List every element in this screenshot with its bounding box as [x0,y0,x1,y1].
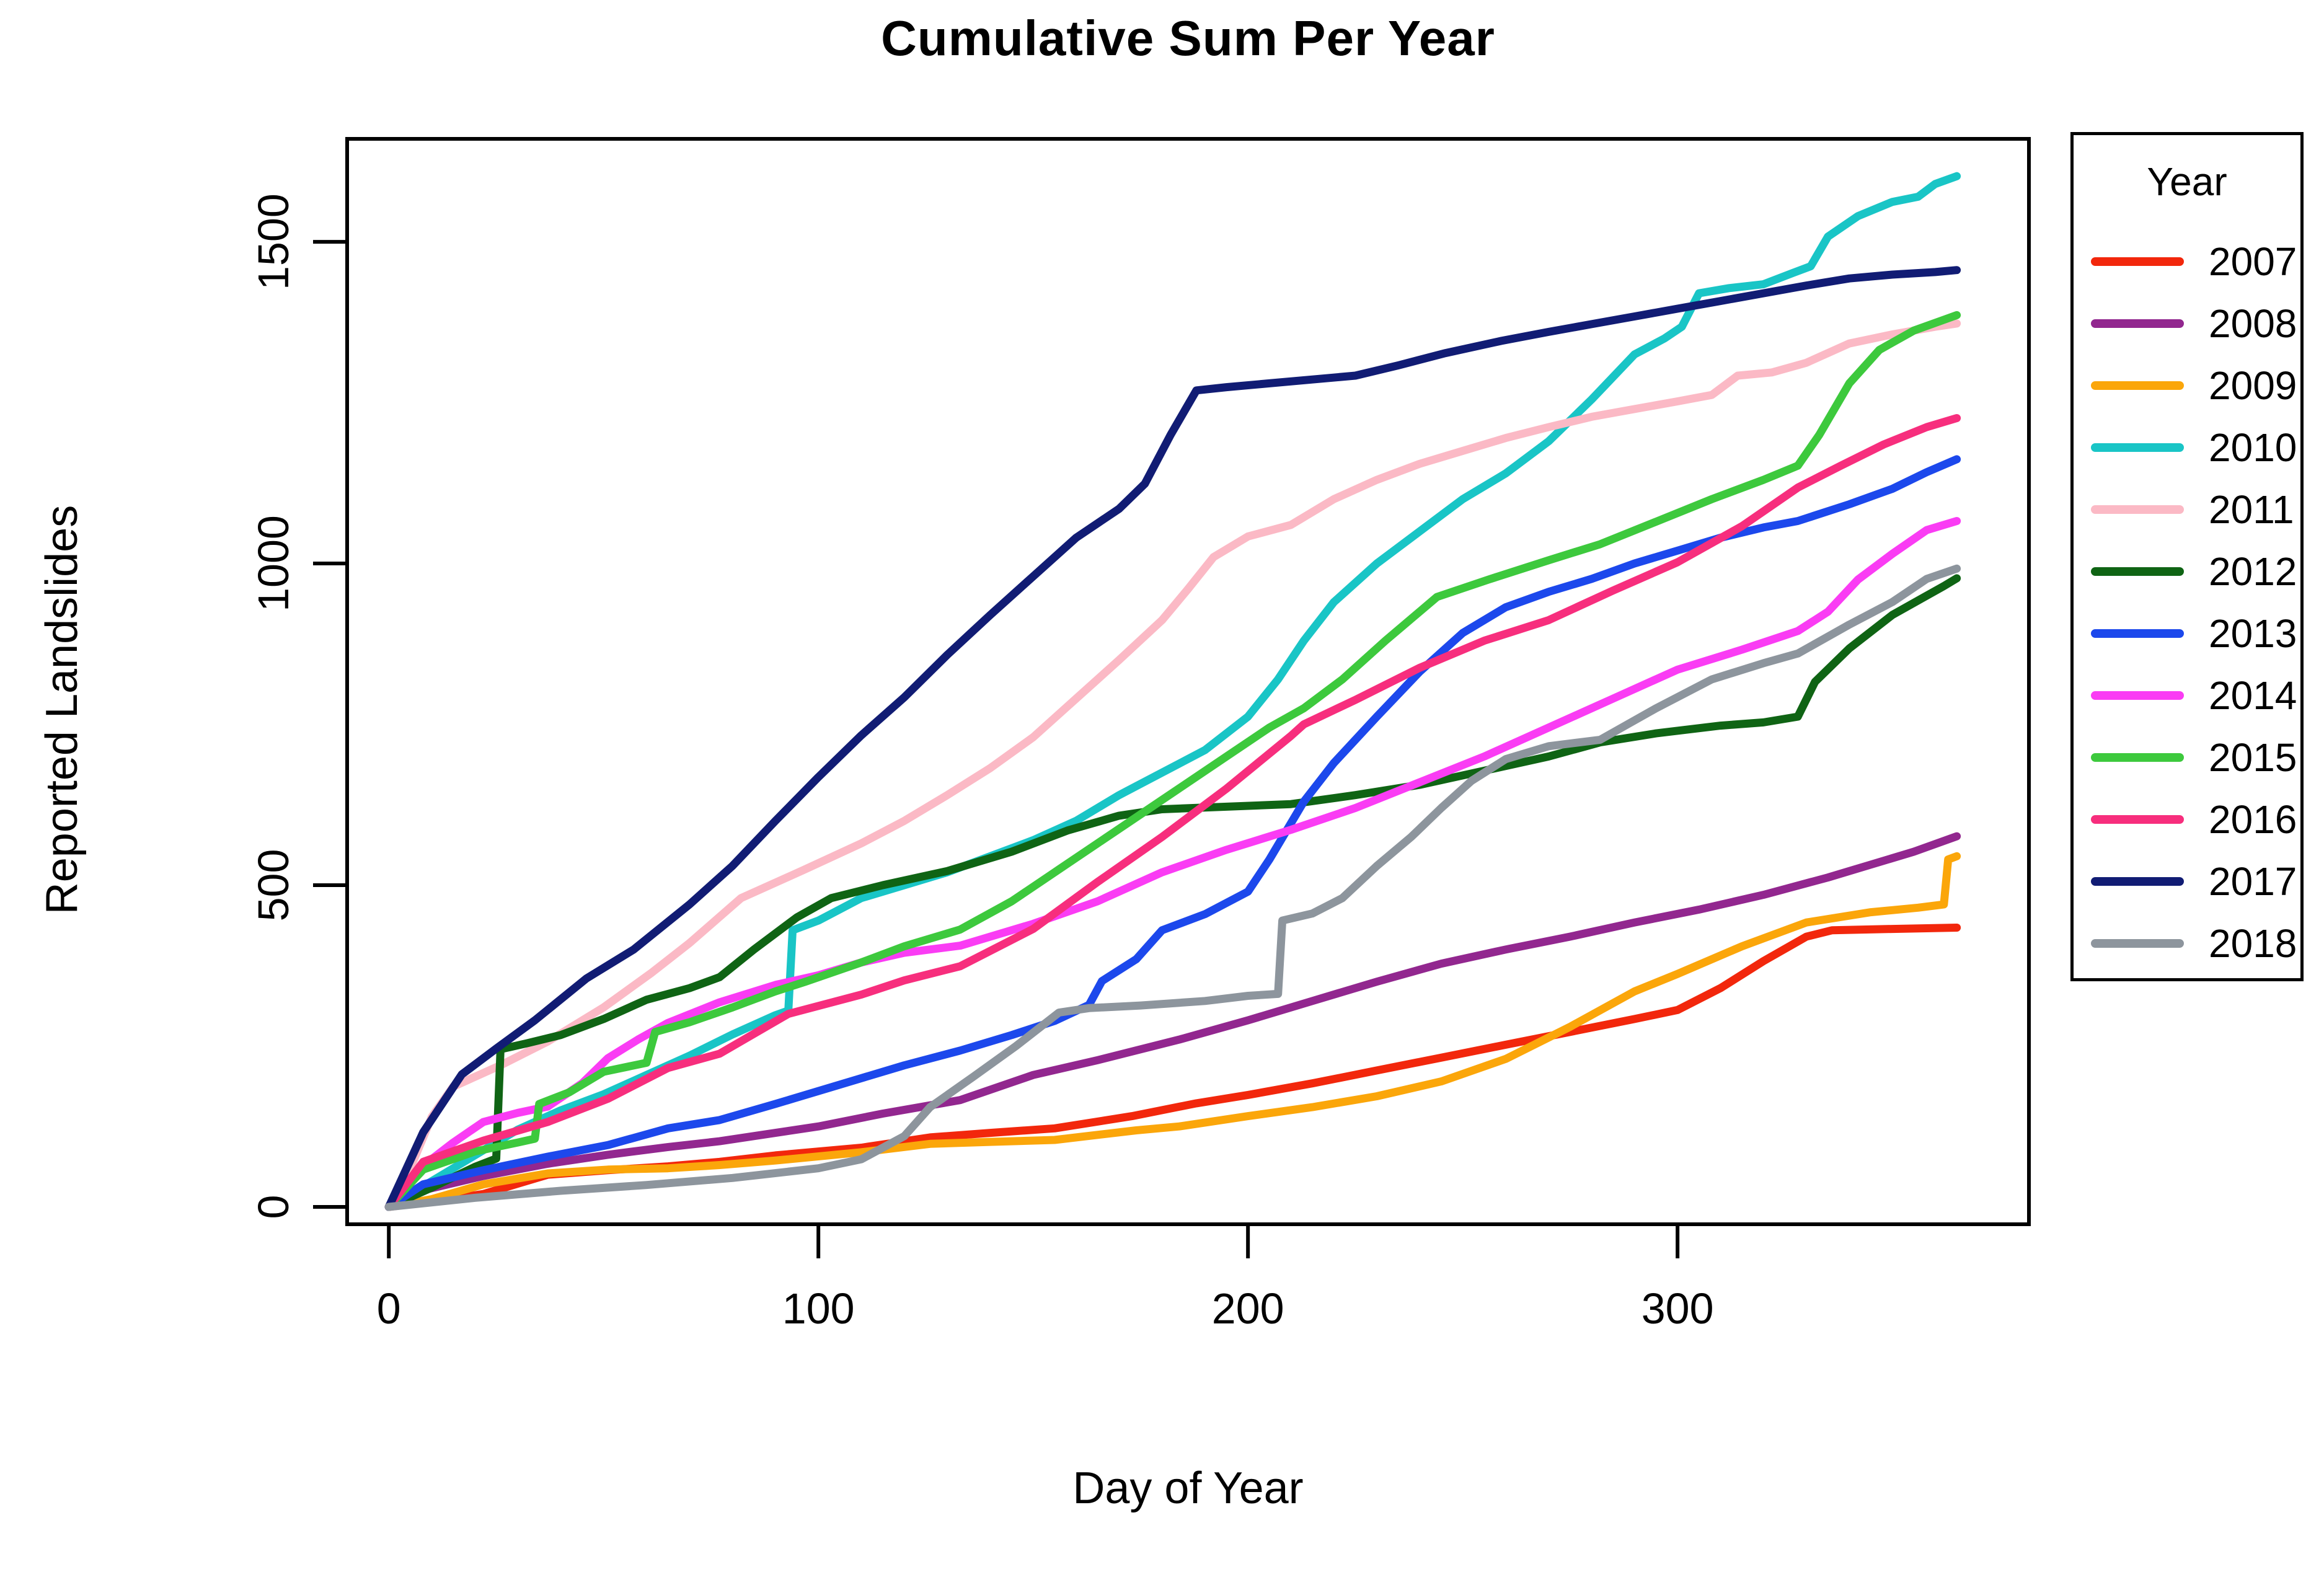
series-line-2009 [384,852,1961,1211]
y-tick-label: 0 [249,1195,298,1219]
series-line-2010 [384,172,1961,1211]
legend-item-label: 2009 [2209,363,2297,408]
y-tick-label: 1000 [249,515,298,612]
legend-swatch-2010 [2091,443,2184,452]
series-line-2016 [384,414,1961,1211]
legend-swatch-2016 [2091,815,2184,824]
legend-item-label: 2018 [2209,921,2297,966]
legend-item-2011: 2011 [2074,479,2300,541]
legend-swatch-2013 [2091,629,2184,638]
legend-items: 2007 2008 2009 2010 2011 2012 2013 2014 2015 2016… [2074,231,2300,974]
y-tick-label: 1500 [249,193,298,290]
legend-item-2007: 2007 [2074,231,2300,293]
legend-item-label: 2017 [2209,859,2297,904]
legend-item-label: 2008 [2209,301,2297,346]
y-tick-label: 500 [249,849,298,922]
legend-swatch-2014 [2091,691,2184,700]
legend-swatch-2012 [2091,567,2184,576]
legend-swatch-2011 [2091,505,2184,514]
series-line-2018 [384,564,1961,1211]
legend-item-2018: 2018 [2074,912,2300,974]
legend-item-label: 2015 [2209,735,2297,780]
legend-item-2009: 2009 [2074,355,2300,417]
legend-item-label: 2011 [2209,487,2294,532]
legend-box: Year 2007 2008 2009 2010 2011 2012 2013 2014 201… [2070,132,2304,981]
series-line-2008 [384,832,1961,1211]
x-tick-label: 200 [1212,1284,1284,1333]
legend-item-2015: 2015 [2074,726,2300,788]
series-line-2011 [384,319,1961,1211]
legend-item-label: 2014 [2209,673,2297,718]
legend-item-2013: 2013 [2074,603,2300,665]
legend-item-label: 2013 [2209,611,2297,656]
legend-item-2014: 2014 [2074,665,2300,726]
legend-item-label: 2007 [2209,239,2297,284]
plot-frame [345,137,2031,1226]
legend-item-2008: 2008 [2074,293,2300,355]
legend-swatch-2007 [2091,257,2184,266]
legend-swatch-2008 [2091,319,2184,328]
legend-swatch-2017 [2091,877,2184,886]
legend-swatch-2009 [2091,381,2184,390]
legend-swatch-2018 [2091,939,2184,948]
legend-item-label: 2010 [2209,425,2297,470]
series-line-2012 [384,574,1961,1211]
series-line-2017 [384,266,1961,1211]
legend-title: Year [2147,159,2227,204]
chart-title: Cumulative Sum Per Year [881,11,1495,66]
x-axis-label: Day of Year [1072,1464,1304,1513]
x-tick-label: 0 [377,1284,401,1333]
legend-item-2012: 2012 [2074,541,2300,603]
series-line-2015 [384,311,1961,1211]
legend-item-2017: 2017 [2074,850,2300,912]
x-tick-label: 100 [782,1284,855,1333]
x-tick-label: 300 [1641,1284,1714,1333]
legend-item-2016: 2016 [2074,788,2300,850]
legend-item-label: 2016 [2209,797,2297,842]
y-axis-label: Reported Landslides [37,505,87,915]
legend-swatch-2015 [2091,753,2184,762]
legend-item-label: 2012 [2209,549,2297,594]
legend-item-2010: 2010 [2074,417,2300,479]
